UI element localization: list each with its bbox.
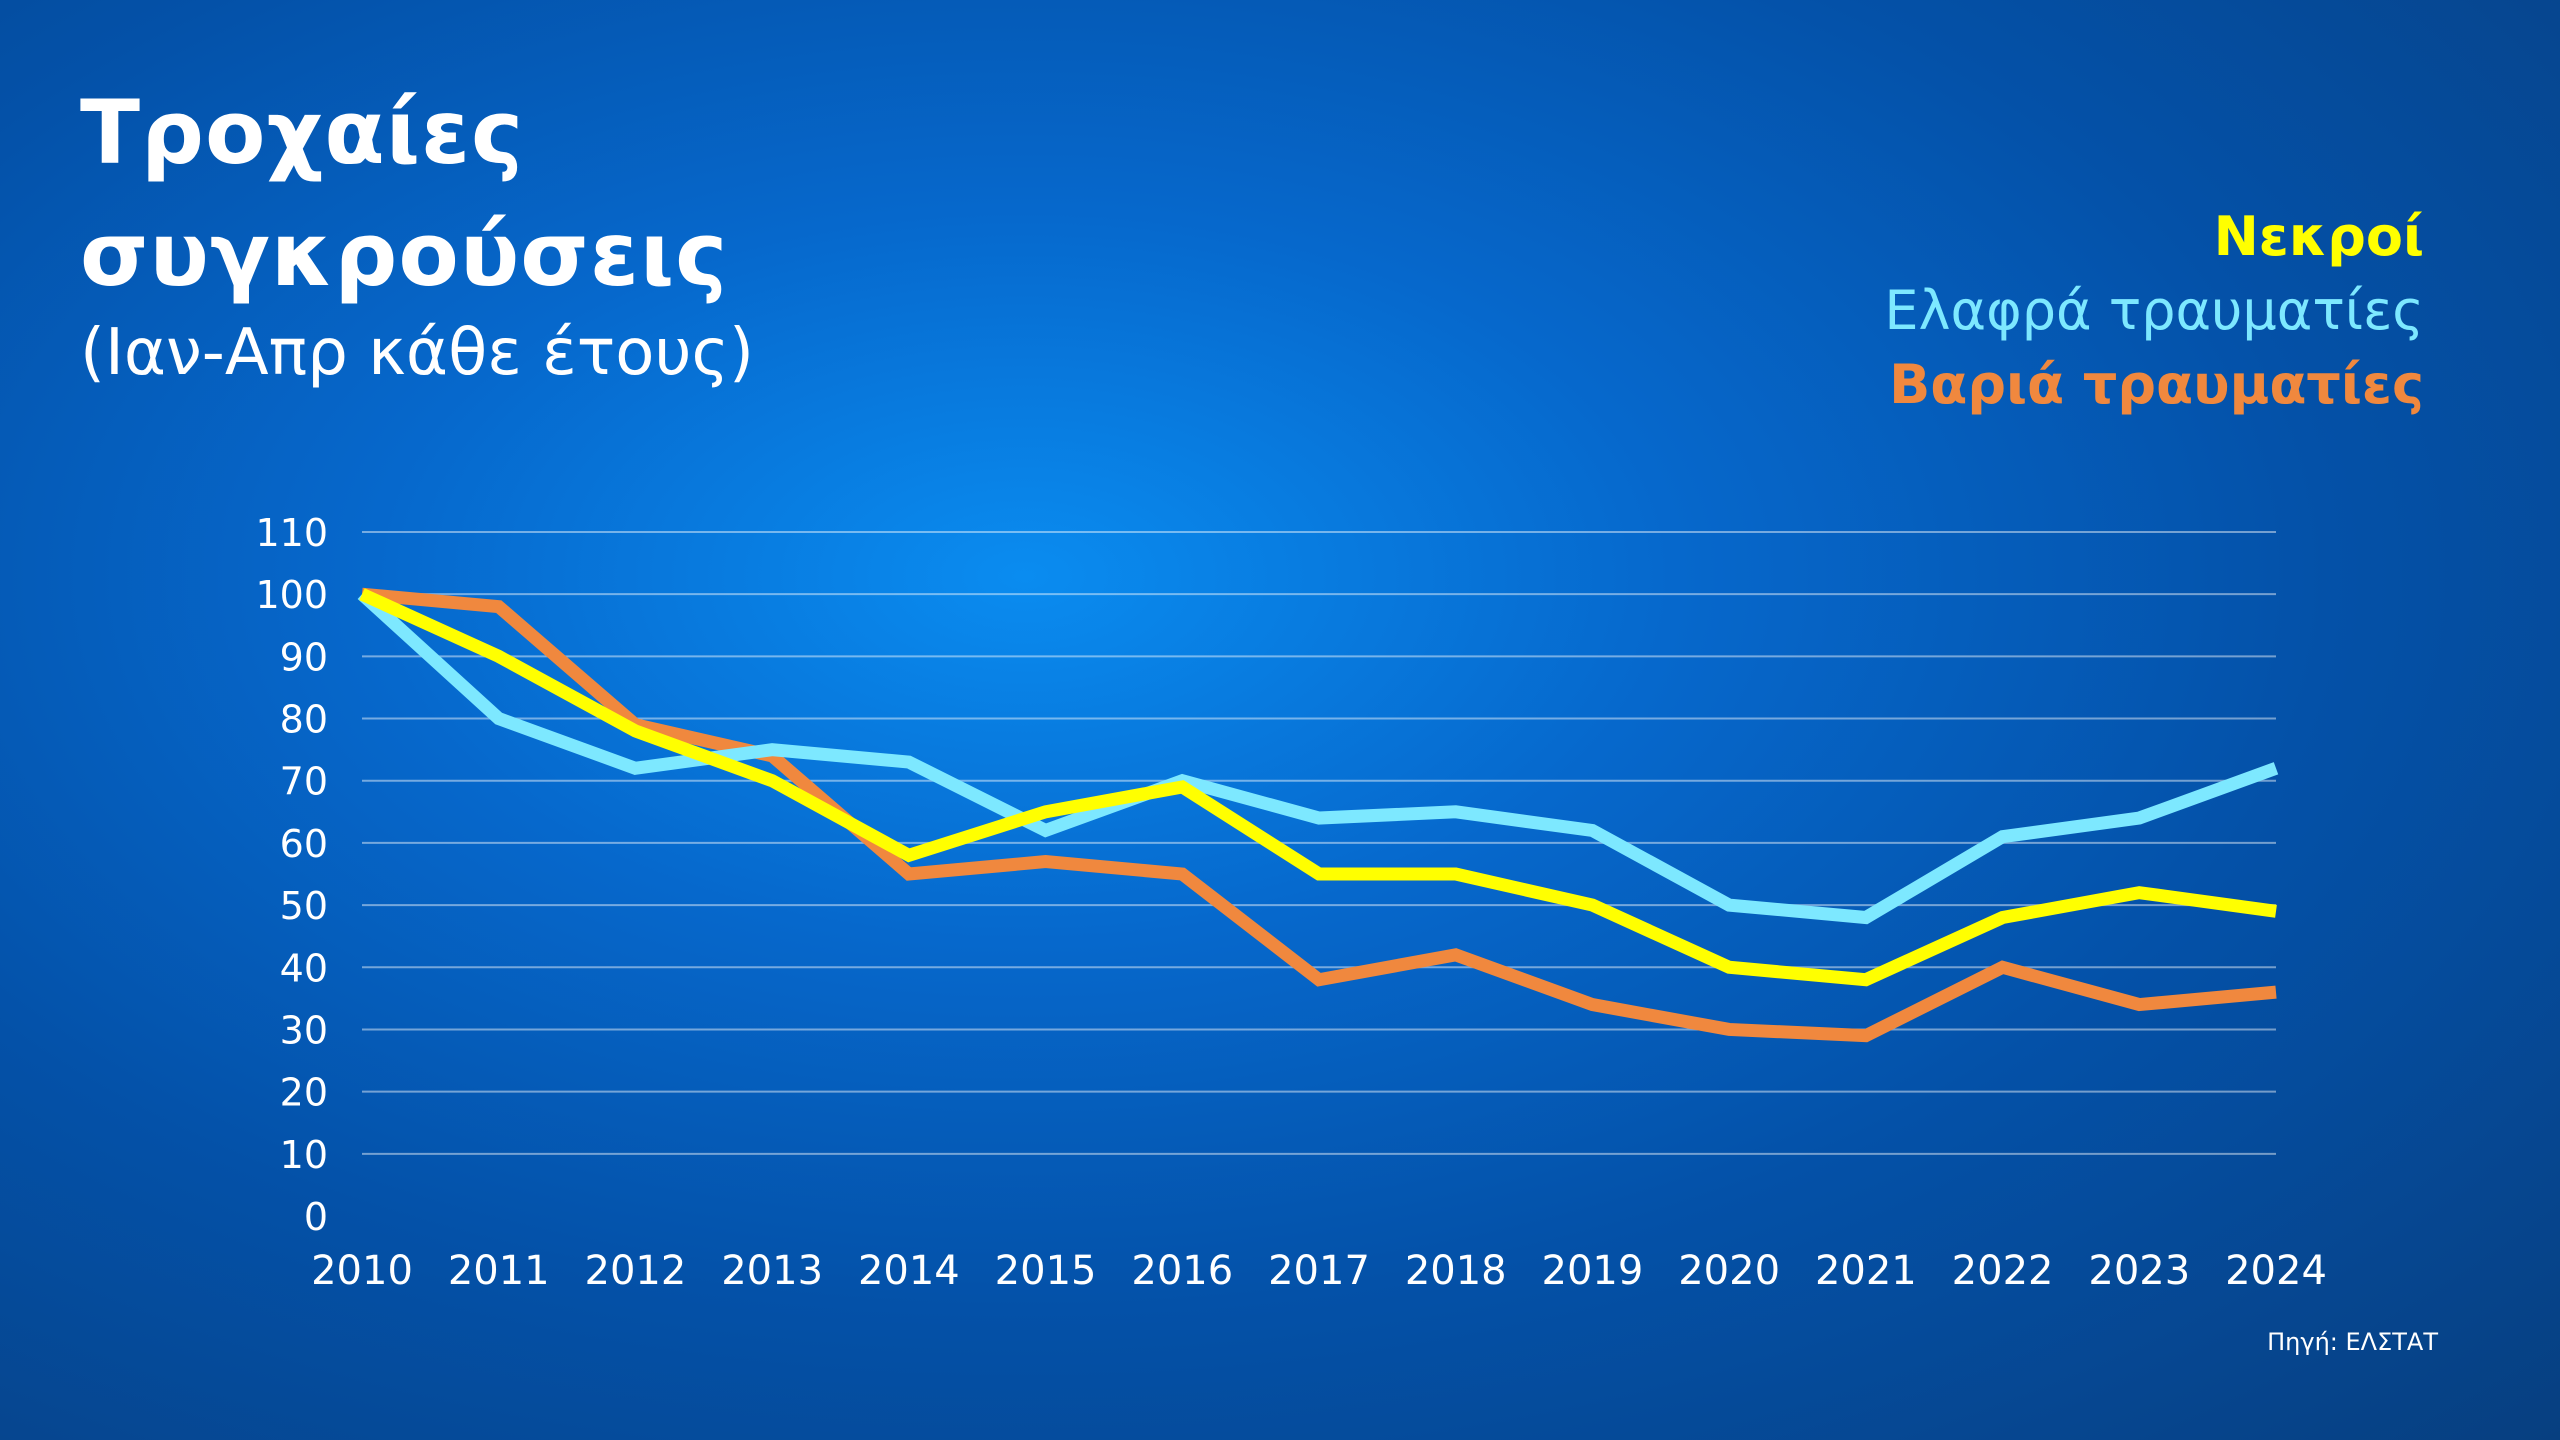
x-tick-label-2022: 2022 [1952,1248,2054,1294]
y-tick-label-50: 50 [280,884,328,928]
x-tick-label-2014: 2014 [858,1248,960,1294]
x-tick-label-2020: 2020 [1678,1248,1780,1294]
source-note: Πηγή: ΕΛΣΤΑΤ [2267,1328,2438,1356]
gridlines [362,531,2276,1155]
y-tick-label-100: 100 [255,573,328,617]
x-tick-label-2012: 2012 [585,1248,687,1294]
x-tick-label-2023: 2023 [2088,1248,2190,1294]
chart-title-line-1: Τροχαίες [80,81,525,184]
y-tick-label-40: 40 [280,946,328,990]
x-tick-label-2011: 2011 [448,1248,550,1294]
legend-entry-deaths: Νεκροί [2213,205,2424,268]
y-tick-label-70: 70 [280,760,328,804]
legend-entry-light-injuries: Ελαφρά τραυματίες [1884,279,2424,342]
x-tick-label-2024: 2024 [2225,1248,2327,1294]
legend-entry-serious-injuries: Βαριά τραυματίες [1889,353,2424,416]
x-tick-label-2015: 2015 [995,1248,1097,1294]
chart-title: Τροχαίες συγκρούσεις [80,72,728,316]
x-tick-label-2019: 2019 [1542,1248,1644,1294]
y-tick-label-0: 0 [304,1195,328,1239]
x-tick-label-2016: 2016 [1131,1248,1233,1294]
series-line-serious-injuries [361,587,2277,1043]
x-tick-label-2021: 2021 [1815,1248,1917,1294]
chart-subtitle: (Ιαν-Απρ κάθε έτους) [80,316,754,390]
y-axis-tick-labels: 0 10 20 30 40 50 60 70 80 90 100 110 [255,511,328,1239]
y-tick-label-30: 30 [280,1008,328,1052]
chart-legend: Νεκροί Ελαφρά τραυματίες Βαριά τραυματίε… [1884,200,2424,422]
x-axis-tick-labels: 2010 2011 2012 2013 2014 2015 2016 2017 2018 2019… [311,1248,2327,1294]
y-tick-label-110: 110 [255,511,328,555]
x-tick-label-2017: 2017 [1268,1248,1370,1294]
y-tick-label-60: 60 [280,822,328,866]
x-tick-label-2013: 2013 [721,1248,823,1294]
series-line-light-injuries [357,589,2279,925]
chart-title-line-2: συγκρούσεις [80,203,729,306]
x-tick-label-2010: 2010 [311,1248,413,1294]
series-line-deaths [359,588,2277,987]
y-tick-label-90: 90 [280,635,328,679]
y-tick-label-80: 80 [280,698,328,742]
x-tick-label-2018: 2018 [1405,1248,1507,1294]
series-lines [357,587,2279,1043]
y-tick-label-10: 10 [280,1133,328,1177]
y-tick-label-20: 20 [280,1071,328,1115]
